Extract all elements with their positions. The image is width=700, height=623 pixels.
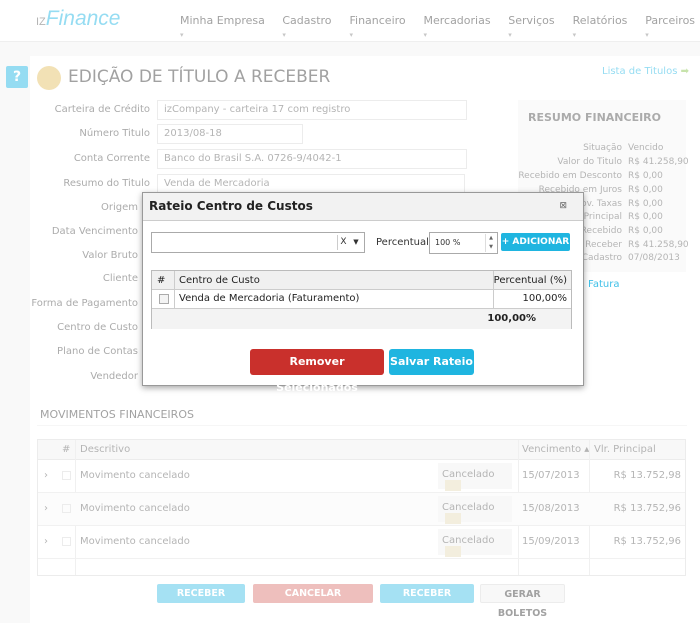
table-row[interactable]: Venda de Mercadoria (Faturamento) 100,00… bbox=[152, 290, 571, 309]
divider bbox=[37, 425, 687, 426]
row-checkbox[interactable] bbox=[62, 537, 71, 546]
label-origem: Origem bbox=[100, 202, 138, 213]
help-button[interactable]: ? bbox=[6, 66, 28, 88]
boleto-icon bbox=[445, 513, 461, 524]
fatura-link[interactable]: Fatura bbox=[588, 279, 620, 290]
expand-icon[interactable]: › bbox=[44, 470, 48, 481]
row-checkbox[interactable] bbox=[159, 294, 169, 304]
modal-title: Rateio Centro de Custos bbox=[143, 193, 583, 221]
gerar-boletos-button[interactable]: GERAR BOLETOS bbox=[480, 584, 565, 619]
logo[interactable]: IZFinance bbox=[36, 7, 121, 30]
boleto-icon bbox=[445, 546, 461, 557]
coins-icon bbox=[37, 66, 61, 90]
resumo-title: RESUMO FINANCEIRO bbox=[528, 111, 661, 124]
label-carteira: Carteira de Crédito bbox=[54, 104, 150, 115]
table-row[interactable]: › Movimento cancelado Cancelado 15/09/20… bbox=[38, 526, 685, 559]
sort-vencimento[interactable]: Vencimento ▴ bbox=[522, 444, 590, 455]
centro-custo-select[interactable]: X ▼ bbox=[151, 232, 365, 253]
table-header: # Descritivo Vencimento ▴ Vlr. Principal bbox=[38, 440, 685, 460]
close-icon[interactable]: ⊠ bbox=[559, 201, 567, 211]
carteira-select[interactable]: izCompany - carteira 17 com registro bbox=[157, 100, 467, 120]
receber-avulso-button[interactable]: RECEBER AVULSO bbox=[157, 584, 245, 618]
row-checkbox[interactable] bbox=[62, 471, 71, 480]
label-conta: Conta Corrente bbox=[73, 153, 150, 164]
spinner-icon[interactable]: ▲ ▼ bbox=[485, 234, 496, 252]
status-badge: Cancelado bbox=[438, 463, 512, 491]
movimentos-table: # Descritivo Vencimento ▴ Vlr. Principal… bbox=[37, 439, 686, 576]
label-plano-contas: Plano de Contas bbox=[57, 346, 138, 357]
arrow-right-icon: ➡ bbox=[680, 66, 689, 77]
menu-minha-empresa[interactable]: Minha Empresa bbox=[180, 14, 269, 40]
label-vendedor: Vendedor bbox=[90, 371, 138, 382]
chevron-down-icon[interactable]: ▼ bbox=[353, 238, 359, 246]
label-forma-pagamento: Forma de Pagamento bbox=[31, 298, 138, 309]
lista-titulos-link[interactable]: Lista de Titulos ➡ bbox=[602, 66, 689, 77]
clear-icon[interactable]: X bbox=[337, 235, 349, 250]
table-header bbox=[152, 271, 571, 290]
expand-icon[interactable]: › bbox=[44, 503, 48, 514]
receber-parcela-button[interactable]: RECEBER PARCELA bbox=[380, 584, 474, 618]
numero-titulo-input[interactable]: 2013/08-18 bbox=[157, 124, 303, 144]
menu-relatorios[interactable]: Relatórios bbox=[573, 14, 633, 40]
label-valor-bruto: Valor Bruto bbox=[82, 250, 138, 261]
main-menu: Minha Empresa Cadastro Financeiro Mercad… bbox=[180, 14, 700, 40]
rateio-modal: Rateio Centro de Custos ⊠ X ▼ Percentual… bbox=[142, 192, 584, 394]
label-numero: Número Titulo bbox=[79, 128, 150, 139]
label-cliente: Cliente bbox=[102, 273, 138, 284]
menu-servicos[interactable]: Serviços bbox=[508, 14, 559, 40]
status-badge: Cancelado bbox=[438, 529, 512, 557]
label-resumo: Resumo do Titulo bbox=[63, 178, 150, 189]
status-badge: Cancelado bbox=[438, 496, 512, 524]
adicionar-button[interactable]: + ADICIONAR bbox=[501, 233, 570, 251]
table-row[interactable]: › Movimento cancelado Cancelado 15/07/20… bbox=[38, 460, 685, 493]
table-row[interactable]: › Movimento cancelado Cancelado 15/08/20… bbox=[38, 493, 685, 526]
top-navbar: IZFinance Minha Empresa Cadastro Finance… bbox=[0, 0, 700, 42]
menu-parceiros[interactable]: Parceiros bbox=[645, 14, 700, 40]
menu-mercadorias[interactable]: Mercadorias bbox=[423, 14, 495, 40]
label-centro-custo: Centro de Custo bbox=[57, 322, 138, 333]
menu-cadastro[interactable]: Cadastro bbox=[282, 14, 336, 40]
remover-selecionados-button[interactable]: Remover Selecionados bbox=[250, 349, 384, 394]
conta-corrente-select[interactable]: Banco do Brasil S.A. 0726-9/4042-1 bbox=[157, 149, 467, 169]
expand-icon[interactable]: › bbox=[44, 536, 48, 547]
rateio-table: # Centro de Custo Percentual (%) Venda d… bbox=[151, 270, 572, 329]
row-checkbox[interactable] bbox=[62, 504, 71, 513]
label-data-vencimento: Data Vencimento bbox=[51, 226, 138, 237]
cancelar-movimento-button[interactable]: CANCELAR MOVIMENTO bbox=[253, 584, 373, 618]
movimentos-title: MOVIMENTOS FINANCEIROS bbox=[40, 408, 194, 421]
boleto-icon bbox=[445, 480, 461, 491]
percentual-label: Percentual bbox=[376, 237, 429, 248]
page-title: EDIÇÃO DE TÍTULO A RECEBER bbox=[68, 67, 331, 87]
percentual-input[interactable]: 100 % ▲ ▼ bbox=[429, 232, 498, 254]
salvar-rateio-button[interactable]: Salvar Rateio bbox=[389, 349, 474, 375]
total-row: 100,00% bbox=[152, 309, 571, 329]
menu-financeiro[interactable]: Financeiro bbox=[349, 14, 410, 40]
